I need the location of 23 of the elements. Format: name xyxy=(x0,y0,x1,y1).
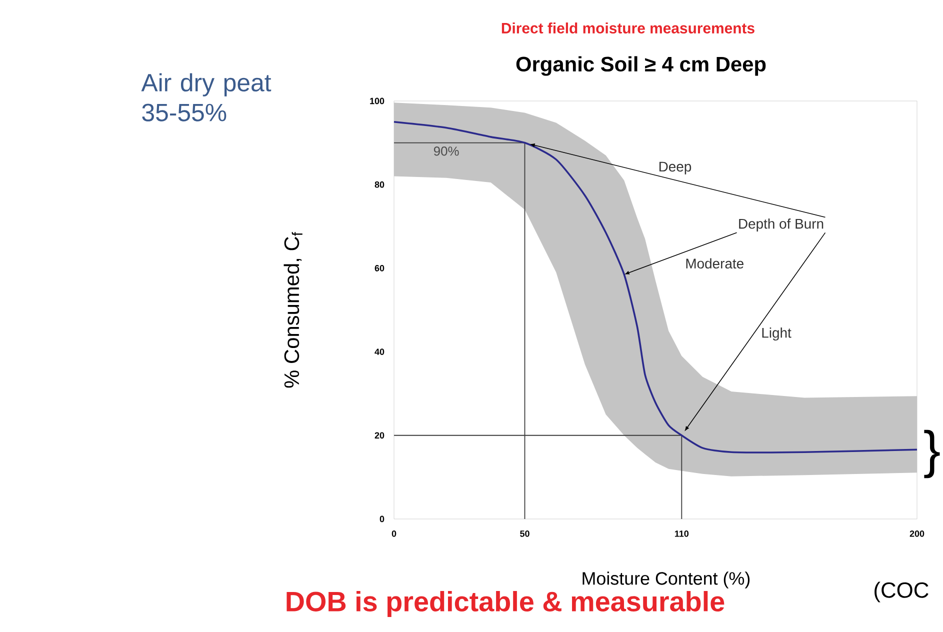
chart-subtitle: Direct field moisture measurements xyxy=(502,22,754,34)
chart-title: Organic Soil ≥ 4 cm Deep xyxy=(516,56,766,76)
x-tick-label: 110 xyxy=(674,530,689,537)
y-tick-label: 20 xyxy=(374,432,384,439)
text: DOB is predictable & measurable xyxy=(286,590,724,617)
ref-line-label: 90% xyxy=(434,146,459,156)
y-tick-label: 0 xyxy=(380,516,384,522)
x-tick-label: 50 xyxy=(520,530,530,537)
text: } xyxy=(924,430,940,478)
annotation: Deep xyxy=(659,162,692,174)
y-tick-label: 60 xyxy=(374,265,384,272)
annotation: Depth of Burn xyxy=(739,218,824,232)
y-tick-label: 100 xyxy=(370,98,384,104)
annotation: Light xyxy=(762,328,792,341)
x-axis-title: Moisture Content (%) xyxy=(582,572,750,588)
annotation: Moderate xyxy=(686,258,744,269)
y-tick-label: 80 xyxy=(374,181,384,188)
y-tick-label: 40 xyxy=(374,348,384,355)
y-axis-title: % Consumed, C$_{f}$ xyxy=(284,232,302,388)
text: Air dry peat 35-55% xyxy=(141,73,272,122)
x-tick-label: 200 xyxy=(910,530,924,537)
x-tick-label: 0 xyxy=(392,530,396,537)
text: (COC xyxy=(874,582,928,602)
